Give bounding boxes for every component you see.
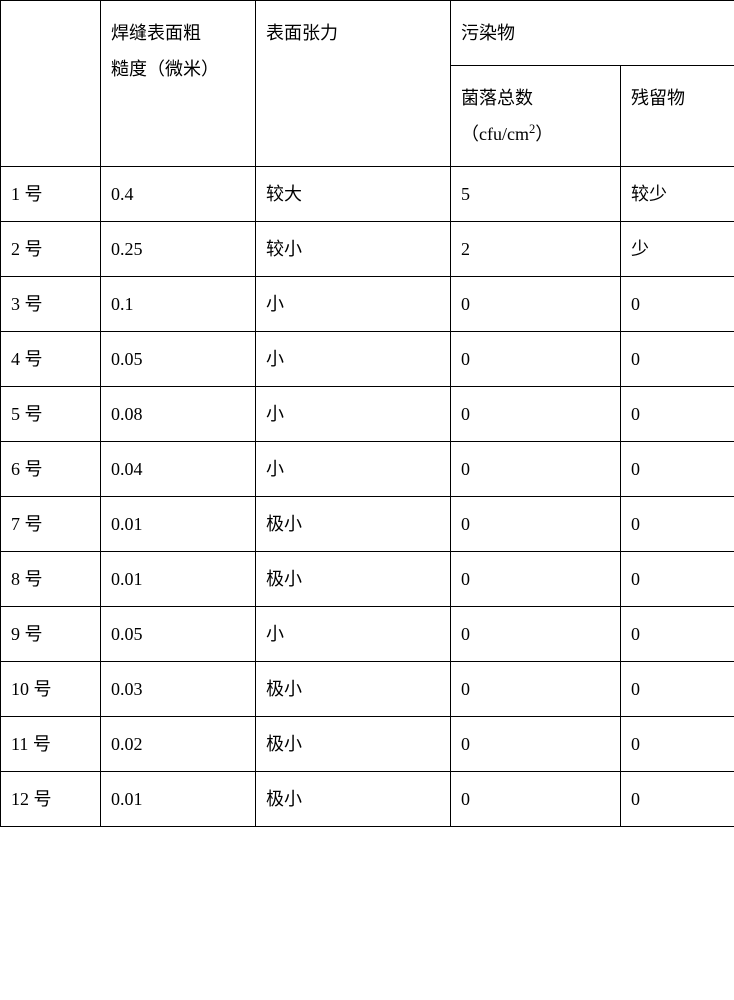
- table-row: 5 号 0.08 小 0 0: [1, 387, 734, 442]
- cell-residue: 0: [621, 717, 734, 772]
- cell-residue: 0: [621, 552, 734, 607]
- table-row: 2 号 0.25 较小 2 少: [1, 222, 734, 277]
- cell-tension: 小: [256, 442, 451, 497]
- cell-roughness: 0.01: [101, 497, 256, 552]
- cell-residue: 0: [621, 497, 734, 552]
- cell-residue: 0: [621, 662, 734, 717]
- cell-roughness: 0.1: [101, 277, 256, 332]
- cell-tension: 极小: [256, 772, 451, 827]
- cell-residue: 0: [621, 607, 734, 662]
- cell-roughness: 0.05: [101, 332, 256, 387]
- cell-colony: 0: [451, 552, 621, 607]
- cell-roughness: 0.03: [101, 662, 256, 717]
- cell-colony: 0: [451, 332, 621, 387]
- table-row: 10 号 0.03 极小 0 0: [1, 662, 734, 717]
- header-roughness-line1: 焊缝表面粗: [111, 23, 201, 43]
- cell-colony: 0: [451, 497, 621, 552]
- cell-tension: 小: [256, 387, 451, 442]
- table-row: 3 号 0.1 小 0 0: [1, 277, 734, 332]
- data-table: 焊缝表面粗 糙度（微米） 表面张力 污染物 菌落总数 （cfu/cm2） 残留物…: [0, 0, 734, 827]
- cell-id: 3 号: [1, 277, 101, 332]
- cell-residue: 0: [621, 387, 734, 442]
- header-colony: 菌落总数 （cfu/cm2）: [451, 66, 621, 167]
- cell-colony: 0: [451, 717, 621, 772]
- cell-roughness: 0.04: [101, 442, 256, 497]
- cell-id: 12 号: [1, 772, 101, 827]
- cell-colony: 0: [451, 607, 621, 662]
- cell-tension: 极小: [256, 717, 451, 772]
- table-row: 8 号 0.01 极小 0 0: [1, 552, 734, 607]
- cell-tension: 极小: [256, 662, 451, 717]
- table-row: 1 号 0.4 较大 5 较少: [1, 167, 734, 222]
- cell-tension: 极小: [256, 497, 451, 552]
- header-colony-line2: （cfu/cm2）: [461, 124, 553, 144]
- table-row: 4 号 0.05 小 0 0: [1, 332, 734, 387]
- cell-roughness: 0.25: [101, 222, 256, 277]
- cell-roughness: 0.01: [101, 772, 256, 827]
- cell-id: 1 号: [1, 167, 101, 222]
- cell-id: 9 号: [1, 607, 101, 662]
- cell-roughness: 0.02: [101, 717, 256, 772]
- cell-residue: 0: [621, 277, 734, 332]
- cell-colony: 0: [451, 277, 621, 332]
- cell-residue: 0: [621, 332, 734, 387]
- header-tension: 表面张力: [256, 1, 451, 167]
- table-row: 12 号 0.01 极小 0 0: [1, 772, 734, 827]
- header-row-1: 焊缝表面粗 糙度（微米） 表面张力 污染物: [1, 1, 734, 66]
- cell-residue: 0: [621, 442, 734, 497]
- cell-residue: 少: [621, 222, 734, 277]
- cell-colony: 0: [451, 772, 621, 827]
- cell-tension: 较小: [256, 222, 451, 277]
- cell-roughness: 0.4: [101, 167, 256, 222]
- table-row: 11 号 0.02 极小 0 0: [1, 717, 734, 772]
- cell-colony: 0: [451, 662, 621, 717]
- cell-residue: 0: [621, 772, 734, 827]
- header-colony-unit-suffix: ）: [535, 124, 553, 144]
- cell-roughness: 0.01: [101, 552, 256, 607]
- cell-tension: 小: [256, 277, 451, 332]
- cell-tension: 较大: [256, 167, 451, 222]
- header-blank: [1, 1, 101, 167]
- cell-colony: 0: [451, 442, 621, 497]
- cell-id: 4 号: [1, 332, 101, 387]
- header-colony-unit-prefix: （cfu/cm: [461, 124, 529, 144]
- table-row: 6 号 0.04 小 0 0: [1, 442, 734, 497]
- header-residue: 残留物: [621, 66, 734, 167]
- cell-residue: 较少: [621, 167, 734, 222]
- table-row: 9 号 0.05 小 0 0: [1, 607, 734, 662]
- cell-roughness: 0.08: [101, 387, 256, 442]
- cell-tension: 小: [256, 607, 451, 662]
- cell-colony: 2: [451, 222, 621, 277]
- cell-tension: 小: [256, 332, 451, 387]
- cell-id: 5 号: [1, 387, 101, 442]
- cell-id: 6 号: [1, 442, 101, 497]
- cell-colony: 5: [451, 167, 621, 222]
- header-roughness-line2: 糙度（微米）: [111, 59, 219, 79]
- table-row: 7 号 0.01 极小 0 0: [1, 497, 734, 552]
- cell-id: 2 号: [1, 222, 101, 277]
- cell-colony: 0: [451, 387, 621, 442]
- header-colony-line1: 菌落总数: [461, 88, 533, 108]
- header-roughness: 焊缝表面粗 糙度（微米）: [101, 1, 256, 167]
- cell-id: 7 号: [1, 497, 101, 552]
- header-contaminant-group: 污染物: [451, 1, 734, 66]
- cell-id: 11 号: [1, 717, 101, 772]
- cell-id: 10 号: [1, 662, 101, 717]
- cell-roughness: 0.05: [101, 607, 256, 662]
- cell-tension: 极小: [256, 552, 451, 607]
- page: 焊缝表面粗 糙度（微米） 表面张力 污染物 菌落总数 （cfu/cm2） 残留物…: [0, 0, 734, 827]
- cell-id: 8 号: [1, 552, 101, 607]
